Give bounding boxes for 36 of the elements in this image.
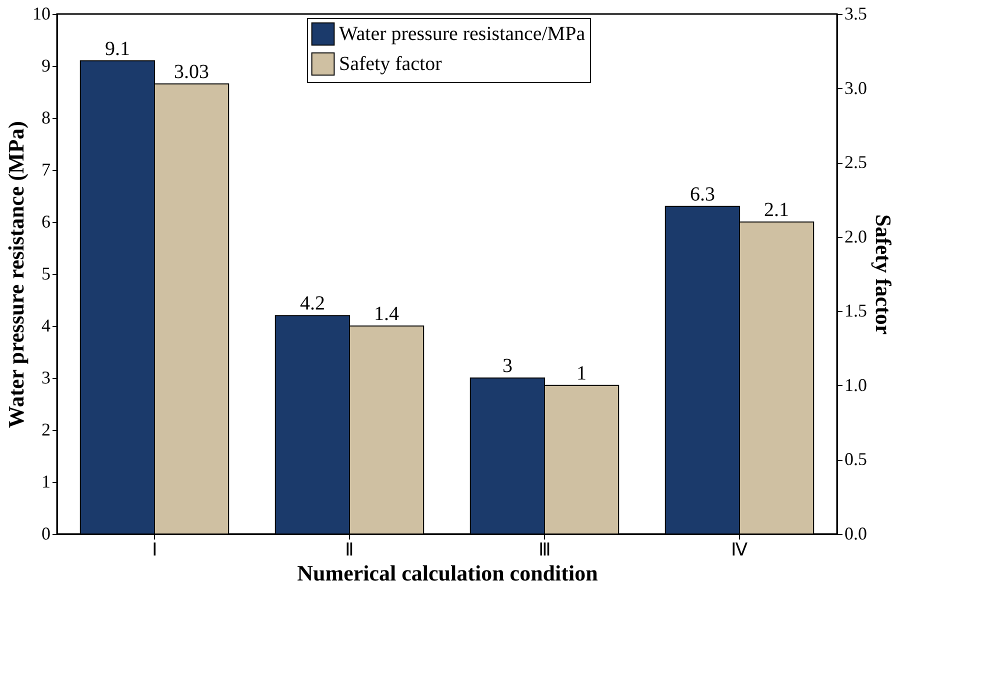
x-tick-label: Ⅳ: [731, 540, 748, 560]
data-label: 6.3: [690, 183, 715, 206]
data-label: 1.4: [374, 303, 400, 325]
y2-axis-title: Safety factor: [871, 214, 896, 335]
x-tick-label: Ⅲ: [538, 540, 550, 560]
data-label: 9.1: [104, 38, 130, 60]
y-tick-label: 7: [42, 160, 50, 180]
y-tick-label: 9: [42, 56, 50, 76]
legend-label: Water pressure resistance/MPa: [339, 23, 586, 45]
y-tick-label: 3: [42, 368, 50, 388]
y-axis-title: Water pressure resistance (MPa): [4, 121, 28, 428]
y-tick-label: 2: [42, 420, 50, 440]
data-label: 3.03: [174, 60, 210, 83]
data-label: 1: [576, 362, 587, 384]
legend-label: Safety factor: [339, 53, 442, 75]
y2-tick-label: 1.0: [844, 374, 867, 395]
y-tick-label: 5: [42, 264, 50, 284]
y2-tick-label: 3.0: [844, 78, 867, 98]
data-label: 3: [502, 355, 512, 377]
data-label: 4.2: [300, 292, 325, 315]
y-tick-label: 1: [42, 472, 50, 492]
y2-tick-label: 3.5: [844, 4, 867, 24]
y2-tick-label: 0.5: [844, 449, 867, 470]
x-tick-label: Ⅰ: [152, 540, 157, 560]
y-tick-label: 6: [42, 212, 50, 232]
x-axis-title: Numerical calculation condition: [297, 560, 598, 586]
data-label: 2.1: [764, 199, 790, 221]
y2-tick-label: 1.5: [844, 300, 867, 321]
y-tick-label: 8: [42, 108, 50, 128]
y2-tick-label: 2.5: [844, 152, 867, 172]
y2-tick-label: 2.0: [844, 226, 867, 246]
y-tick-label: 10: [32, 4, 50, 24]
y-tick-label: 0: [42, 524, 50, 544]
y2-tick-label: 0.0: [844, 524, 867, 544]
x-tick-label: Ⅱ: [345, 540, 354, 560]
y-tick-label: 4: [42, 316, 50, 336]
